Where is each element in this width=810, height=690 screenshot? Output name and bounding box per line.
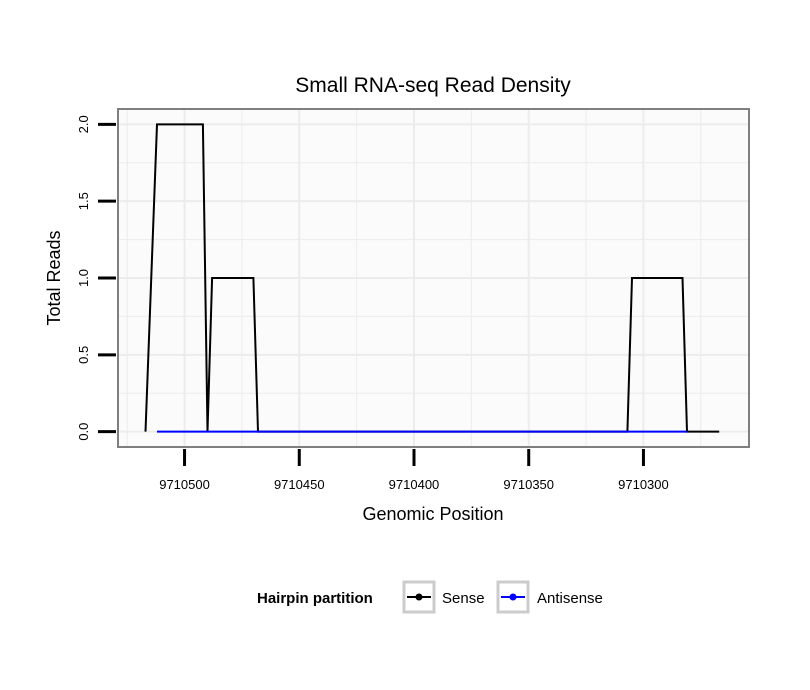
x-axis-label: Genomic Position xyxy=(362,504,503,524)
y-axis-label: Total Reads xyxy=(44,230,64,325)
x-tick-label: 9710300 xyxy=(618,477,669,492)
x-tick-label: 9710450 xyxy=(274,477,325,492)
legend-item-antisense: Antisense xyxy=(496,580,603,614)
x-tick-label: 9710500 xyxy=(159,477,210,492)
y-tick-label: 1.5 xyxy=(76,192,91,210)
y-tick-label: 2.0 xyxy=(76,115,91,133)
legend: Hairpin partition Sense Antisense xyxy=(257,580,603,614)
legend-marker-sense xyxy=(415,593,423,601)
legend-item-sense: Sense xyxy=(402,580,485,614)
chart-title: Small RNA-seq Read Density xyxy=(295,74,571,97)
y-axis: 0.0 0.5 1.0 1.5 2.0 xyxy=(76,115,116,441)
legend-title: Hairpin partition xyxy=(257,590,373,607)
x-tick-label: 9710350 xyxy=(503,477,554,492)
legend-label-sense: Sense xyxy=(442,590,485,607)
plot-border xyxy=(117,108,750,448)
y-tick-label: 0.0 xyxy=(76,423,91,441)
y-tick-label: 0.5 xyxy=(76,346,91,364)
x-axis: 9710500 9710450 9710400 9710350 9710300 xyxy=(159,449,669,492)
legend-label-antisense: Antisense xyxy=(537,590,603,607)
y-tick-label: 1.0 xyxy=(76,269,91,287)
series-layer xyxy=(144,123,720,433)
series-line-sense xyxy=(144,123,720,433)
x-tick-label: 9710400 xyxy=(389,477,440,492)
legend-marker-antisense xyxy=(509,593,517,601)
